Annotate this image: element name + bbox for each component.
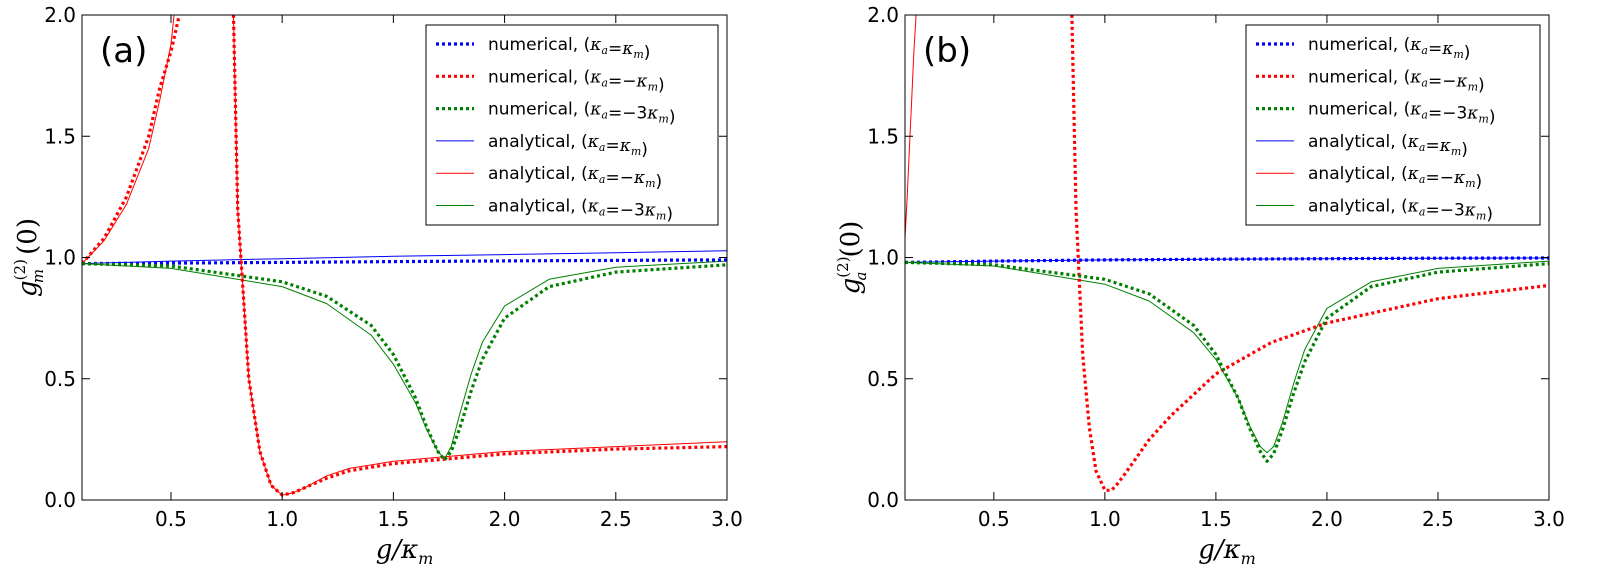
panel-a: 0.5 1.0 1.5 2.0 2.5 3.0 0.0 0.5 1.0 1.5 2.0 (a) g/κm… <box>11 3 743 568</box>
x-tick-label: 1.0 <box>266 507 298 531</box>
x-axis-label: g/κm <box>376 535 434 568</box>
legend: numerical, (κa=κm) numerical, (κa=−κm) num… <box>425 24 719 226</box>
legend-box <box>425 24 719 226</box>
x-tick-label: 0.5 <box>978 507 1010 531</box>
y-tick-label: 1.0 <box>867 246 899 270</box>
panel-label: (a) <box>100 31 147 71</box>
plot-area <box>905 15 1549 492</box>
y-tick-label: 0.0 <box>44 488 76 512</box>
y-tick-label: 0.0 <box>867 488 899 512</box>
legend-entry-label: numerical, (κa=−κm) <box>1308 67 1485 95</box>
legend-entry-label: numerical, (κa=−κm) <box>488 67 665 95</box>
y-axis-label: g(2)a(0) <box>834 221 870 295</box>
series-line-analytical-3 <box>905 257 1549 263</box>
series-line-numerical-1 <box>82 15 727 497</box>
x-tick-label: 3.0 <box>711 507 743 531</box>
y-tick-label: 0.5 <box>867 367 899 391</box>
legend-entry-label: analytical, (κa=κm) <box>488 132 648 160</box>
x-tick-label: 2.0 <box>489 507 521 531</box>
x-tick-label: 1.5 <box>1200 507 1232 531</box>
legend-entry-label: numerical, (κa=−3κm) <box>488 100 676 128</box>
legend-entry-label: analytical, (κa=−κm) <box>1308 164 1482 192</box>
series-line-analytical-4 <box>905 15 917 239</box>
x-tick-label: 0.5 <box>155 507 187 531</box>
series-line-analytical-3 <box>82 250 727 265</box>
x-tick-label: 1.0 <box>1089 507 1121 531</box>
y-tick-label: 1.0 <box>44 246 76 270</box>
panel-label: (b) <box>923 31 971 71</box>
x-tick-label: 2.5 <box>1422 507 1454 531</box>
x-tick-label: 2.0 <box>1311 507 1343 531</box>
x-tick-label: 3.0 <box>1533 507 1565 531</box>
x-tick-label: 1.5 <box>377 507 409 531</box>
y-axis-label: g(2)m(0) <box>11 218 47 297</box>
y-tick-label: 1.5 <box>867 124 899 148</box>
legend-entry-label: analytical, (κa=−κm) <box>488 164 662 192</box>
panel-b: 0.5 1.0 1.5 2.0 2.5 3.0 0.0 0.5 1.0 1.5 2.0 (b) g/κm… <box>834 3 1565 568</box>
series-line-analytical-5 <box>905 260 1549 454</box>
series-line-numerical-2 <box>905 260 1549 463</box>
y-tick-label: 2.0 <box>867 3 899 27</box>
y-tick-label: 0.5 <box>44 367 76 391</box>
legend-entry-label: analytical, (κa=−3κm) <box>488 197 673 225</box>
legend-entry-label: numerical, (κa=κm) <box>488 35 650 63</box>
plot-area <box>82 15 727 497</box>
series-line-numerical-2 <box>82 262 727 462</box>
legend-entry-label: numerical, (κa=−3κm) <box>1308 100 1496 128</box>
legend-box <box>1245 24 1541 226</box>
legend-entry-label: numerical, (κa=κm) <box>1308 35 1470 63</box>
legend-entry-label: analytical, (κa=−3κm) <box>1308 197 1493 225</box>
y-tick-label: 1.5 <box>44 124 76 148</box>
x-tick-label: 2.5 <box>600 507 632 531</box>
series-line-analytical-5 <box>82 260 727 460</box>
x-axis-label: g/κm <box>1198 535 1256 568</box>
legend-entry-label: analytical, (κa=κm) <box>1308 132 1468 160</box>
y-tick-label: 2.0 <box>44 3 76 27</box>
legend: numerical, (κa=κm) numerical, (κa=−κm) num… <box>1245 24 1541 226</box>
